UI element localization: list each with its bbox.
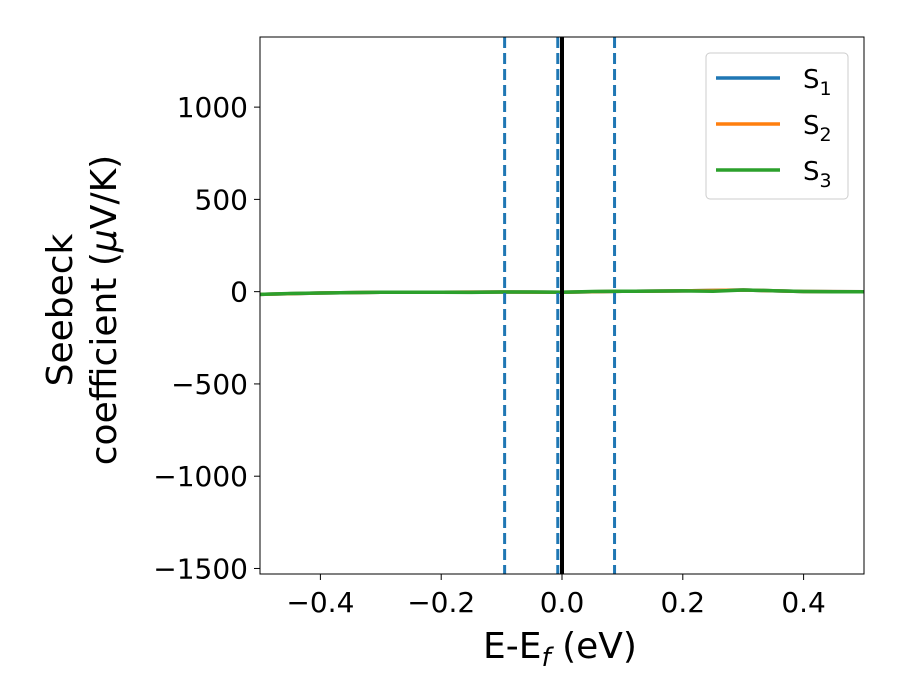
legend-label-s3: S3 xyxy=(803,157,832,192)
y-tick-label: 1000 xyxy=(177,91,248,124)
y-tick-label: −1500 xyxy=(153,552,248,585)
y-axis-label-line1: Seebeck xyxy=(40,233,81,386)
y-axis: −1500 −1000 −500 0 500 1000 xyxy=(153,91,260,585)
x-axis: −0.4 −0.2 0.0 0.2 0.4 xyxy=(286,574,826,619)
y-axis-label-line2: coefficient (μV/K) xyxy=(84,155,125,465)
y-tick-label: −1000 xyxy=(153,460,248,493)
x-tick-label: −0.2 xyxy=(407,586,475,619)
x-tick-label: 0.2 xyxy=(661,586,706,619)
x-tick-label: 0.0 xyxy=(540,586,585,619)
plot-area xyxy=(260,37,864,574)
y-tick-label: −500 xyxy=(171,368,248,401)
x-tick-label: −0.4 xyxy=(286,586,354,619)
legend: S1 S2 S3 xyxy=(705,52,849,200)
x-axis-label: E-Ef (eV) xyxy=(483,626,637,673)
legend-label-s2: S2 xyxy=(803,111,832,146)
y-tick-label: 500 xyxy=(195,183,248,216)
y-tick-label: 0 xyxy=(230,276,248,309)
legend-label-s1: S1 xyxy=(803,65,832,100)
x-tick-label: 0.4 xyxy=(781,586,826,619)
y-axis-label: Seebeck coefficient (μV/K) xyxy=(40,155,125,465)
legend-box xyxy=(705,52,849,200)
